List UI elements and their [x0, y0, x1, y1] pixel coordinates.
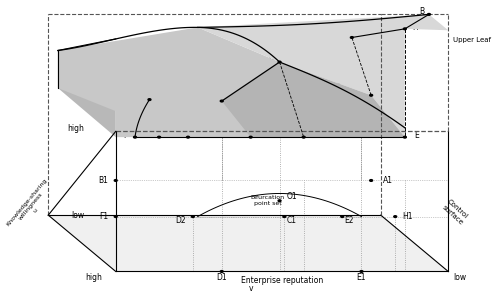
Circle shape	[278, 61, 281, 63]
Text: Control
surface: Control surface	[441, 199, 469, 226]
Text: M: M	[184, 128, 192, 137]
Text: A: A	[134, 91, 140, 100]
Text: low: low	[454, 273, 467, 282]
Circle shape	[341, 216, 344, 217]
Polygon shape	[222, 62, 405, 137]
Circle shape	[302, 136, 305, 138]
Circle shape	[278, 200, 281, 201]
Text: Knowledge-sharing
willingness
u: Knowledge-sharing willingness u	[6, 178, 57, 235]
Circle shape	[220, 100, 223, 102]
Text: E1: E1	[356, 273, 366, 282]
Circle shape	[370, 180, 372, 181]
Text: H: H	[412, 23, 418, 32]
Text: D1: D1	[216, 273, 227, 282]
Circle shape	[148, 99, 151, 101]
Circle shape	[134, 136, 136, 138]
Text: Bifurcation
point set: Bifurcation point set	[250, 195, 284, 206]
Circle shape	[370, 94, 372, 96]
Text: low: low	[72, 211, 85, 220]
Text: O: O	[269, 53, 275, 62]
Text: F1: F1	[100, 212, 108, 221]
Text: B1: B1	[98, 176, 108, 185]
Text: P: P	[378, 89, 383, 98]
Text: C: C	[356, 30, 362, 39]
Circle shape	[394, 216, 396, 217]
Text: H1: H1	[402, 212, 413, 221]
Circle shape	[114, 180, 117, 181]
Circle shape	[192, 216, 194, 217]
Text: Upper Leaf: Upper Leaf	[453, 37, 491, 43]
Text: D3: D3	[192, 94, 202, 103]
Circle shape	[283, 216, 286, 217]
Text: E2: E2	[344, 217, 354, 225]
Polygon shape	[48, 215, 448, 271]
Text: D2: D2	[175, 217, 186, 225]
Text: E: E	[414, 131, 420, 140]
Circle shape	[220, 271, 223, 272]
Circle shape	[404, 28, 406, 30]
Text: A1: A1	[383, 176, 393, 185]
Circle shape	[158, 136, 160, 138]
Text: high: high	[68, 124, 84, 133]
Text: F: F	[124, 131, 128, 140]
Circle shape	[360, 271, 363, 272]
Text: Middle
Leaf: Middle Leaf	[250, 84, 270, 95]
Text: O2: O2	[311, 128, 322, 137]
Circle shape	[428, 14, 430, 15]
Polygon shape	[58, 50, 116, 137]
Circle shape	[350, 37, 354, 38]
Circle shape	[114, 216, 117, 217]
Circle shape	[186, 136, 190, 138]
Text: B: B	[419, 7, 424, 16]
Text: O1: O1	[287, 192, 298, 201]
Text: Singularity
set: Singularity set	[338, 74, 372, 85]
Text: v: v	[248, 284, 253, 293]
Text: G: G	[156, 128, 162, 137]
Text: Enterprise reputation: Enterprise reputation	[241, 276, 323, 285]
Circle shape	[404, 136, 406, 138]
Text: C1: C1	[287, 217, 297, 225]
Text: Lower Leaf: Lower Leaf	[87, 55, 128, 64]
Polygon shape	[198, 14, 448, 137]
Circle shape	[249, 136, 252, 138]
Text: D: D	[240, 128, 246, 137]
Text: high: high	[86, 273, 102, 282]
Polygon shape	[58, 27, 304, 137]
